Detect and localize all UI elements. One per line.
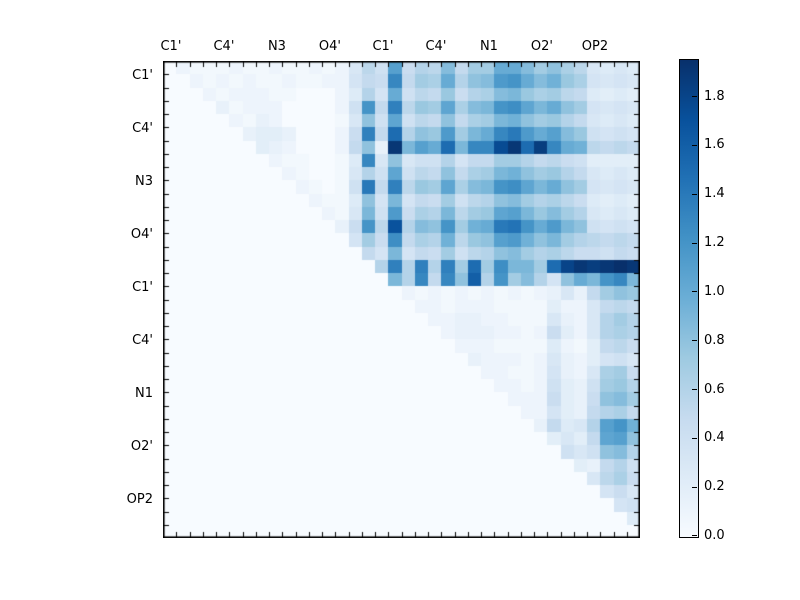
colorbar-tick-label: 1.4 xyxy=(704,186,725,202)
colorbar-tick xyxy=(692,389,697,391)
y-axis-labels: C1' C4' N3 O4' C1' C4' N1 O2' OP2 xyxy=(0,61,155,538)
colorbar-tick-label: 0.2 xyxy=(704,479,725,495)
y-axis-label: O2' xyxy=(130,438,153,454)
colorbar-tick-label: 1.6 xyxy=(704,137,725,153)
y-axis-label: C4' xyxy=(132,332,153,348)
colorbar-tick xyxy=(692,340,697,342)
colorbar-tick-label: 0.4 xyxy=(704,430,725,446)
x-axis-label: C4' xyxy=(213,39,235,54)
colorbar xyxy=(679,59,699,538)
x-axis-label: C1' xyxy=(160,39,182,54)
colorbar-tick-label: 0.6 xyxy=(704,381,725,397)
colorbar-tick-label: 1.8 xyxy=(704,88,725,104)
x-axis-label: O4' xyxy=(318,39,341,54)
x-axis-label: C1' xyxy=(372,39,394,54)
colorbar-gradient xyxy=(680,60,698,537)
y-axis-label: C4' xyxy=(132,120,153,136)
colorbar-tick-label: 0.8 xyxy=(704,332,725,348)
colorbar-tick xyxy=(692,144,697,146)
y-axis-label: OP2 xyxy=(126,491,153,507)
x-axis-label: N1 xyxy=(479,39,498,54)
x-axis-label: C4' xyxy=(425,39,447,54)
colorbar-tick-label: 1.0 xyxy=(704,283,725,299)
colorbar-tick-label: 0.0 xyxy=(704,528,725,543)
colorbar-tick xyxy=(692,193,697,195)
colorbar-tick xyxy=(692,242,697,244)
y-axis-label: N1 xyxy=(135,385,153,401)
x-axis-label: O2' xyxy=(530,39,553,54)
colorbar-tick-label: 1.2 xyxy=(704,235,725,251)
x-axis-labels: C1' C4' N3 O4' C1' C4' N1 O2' OP2 xyxy=(160,0,640,58)
colorbar-tick xyxy=(692,535,697,536)
y-axis-label: O4' xyxy=(130,226,153,242)
colorbar-tick xyxy=(692,96,697,98)
colorbar-tick xyxy=(692,486,697,488)
x-axis-label: N3 xyxy=(267,39,286,54)
y-axis-label: N3 xyxy=(135,173,153,189)
colorbar-tick xyxy=(692,437,697,439)
y-axis-label: C1' xyxy=(132,67,153,83)
colorbar-tick xyxy=(692,291,697,293)
y-axis-label: C1' xyxy=(132,279,153,295)
heatmap-canvas xyxy=(163,61,640,538)
x-axis-label: OP2 xyxy=(581,39,609,54)
